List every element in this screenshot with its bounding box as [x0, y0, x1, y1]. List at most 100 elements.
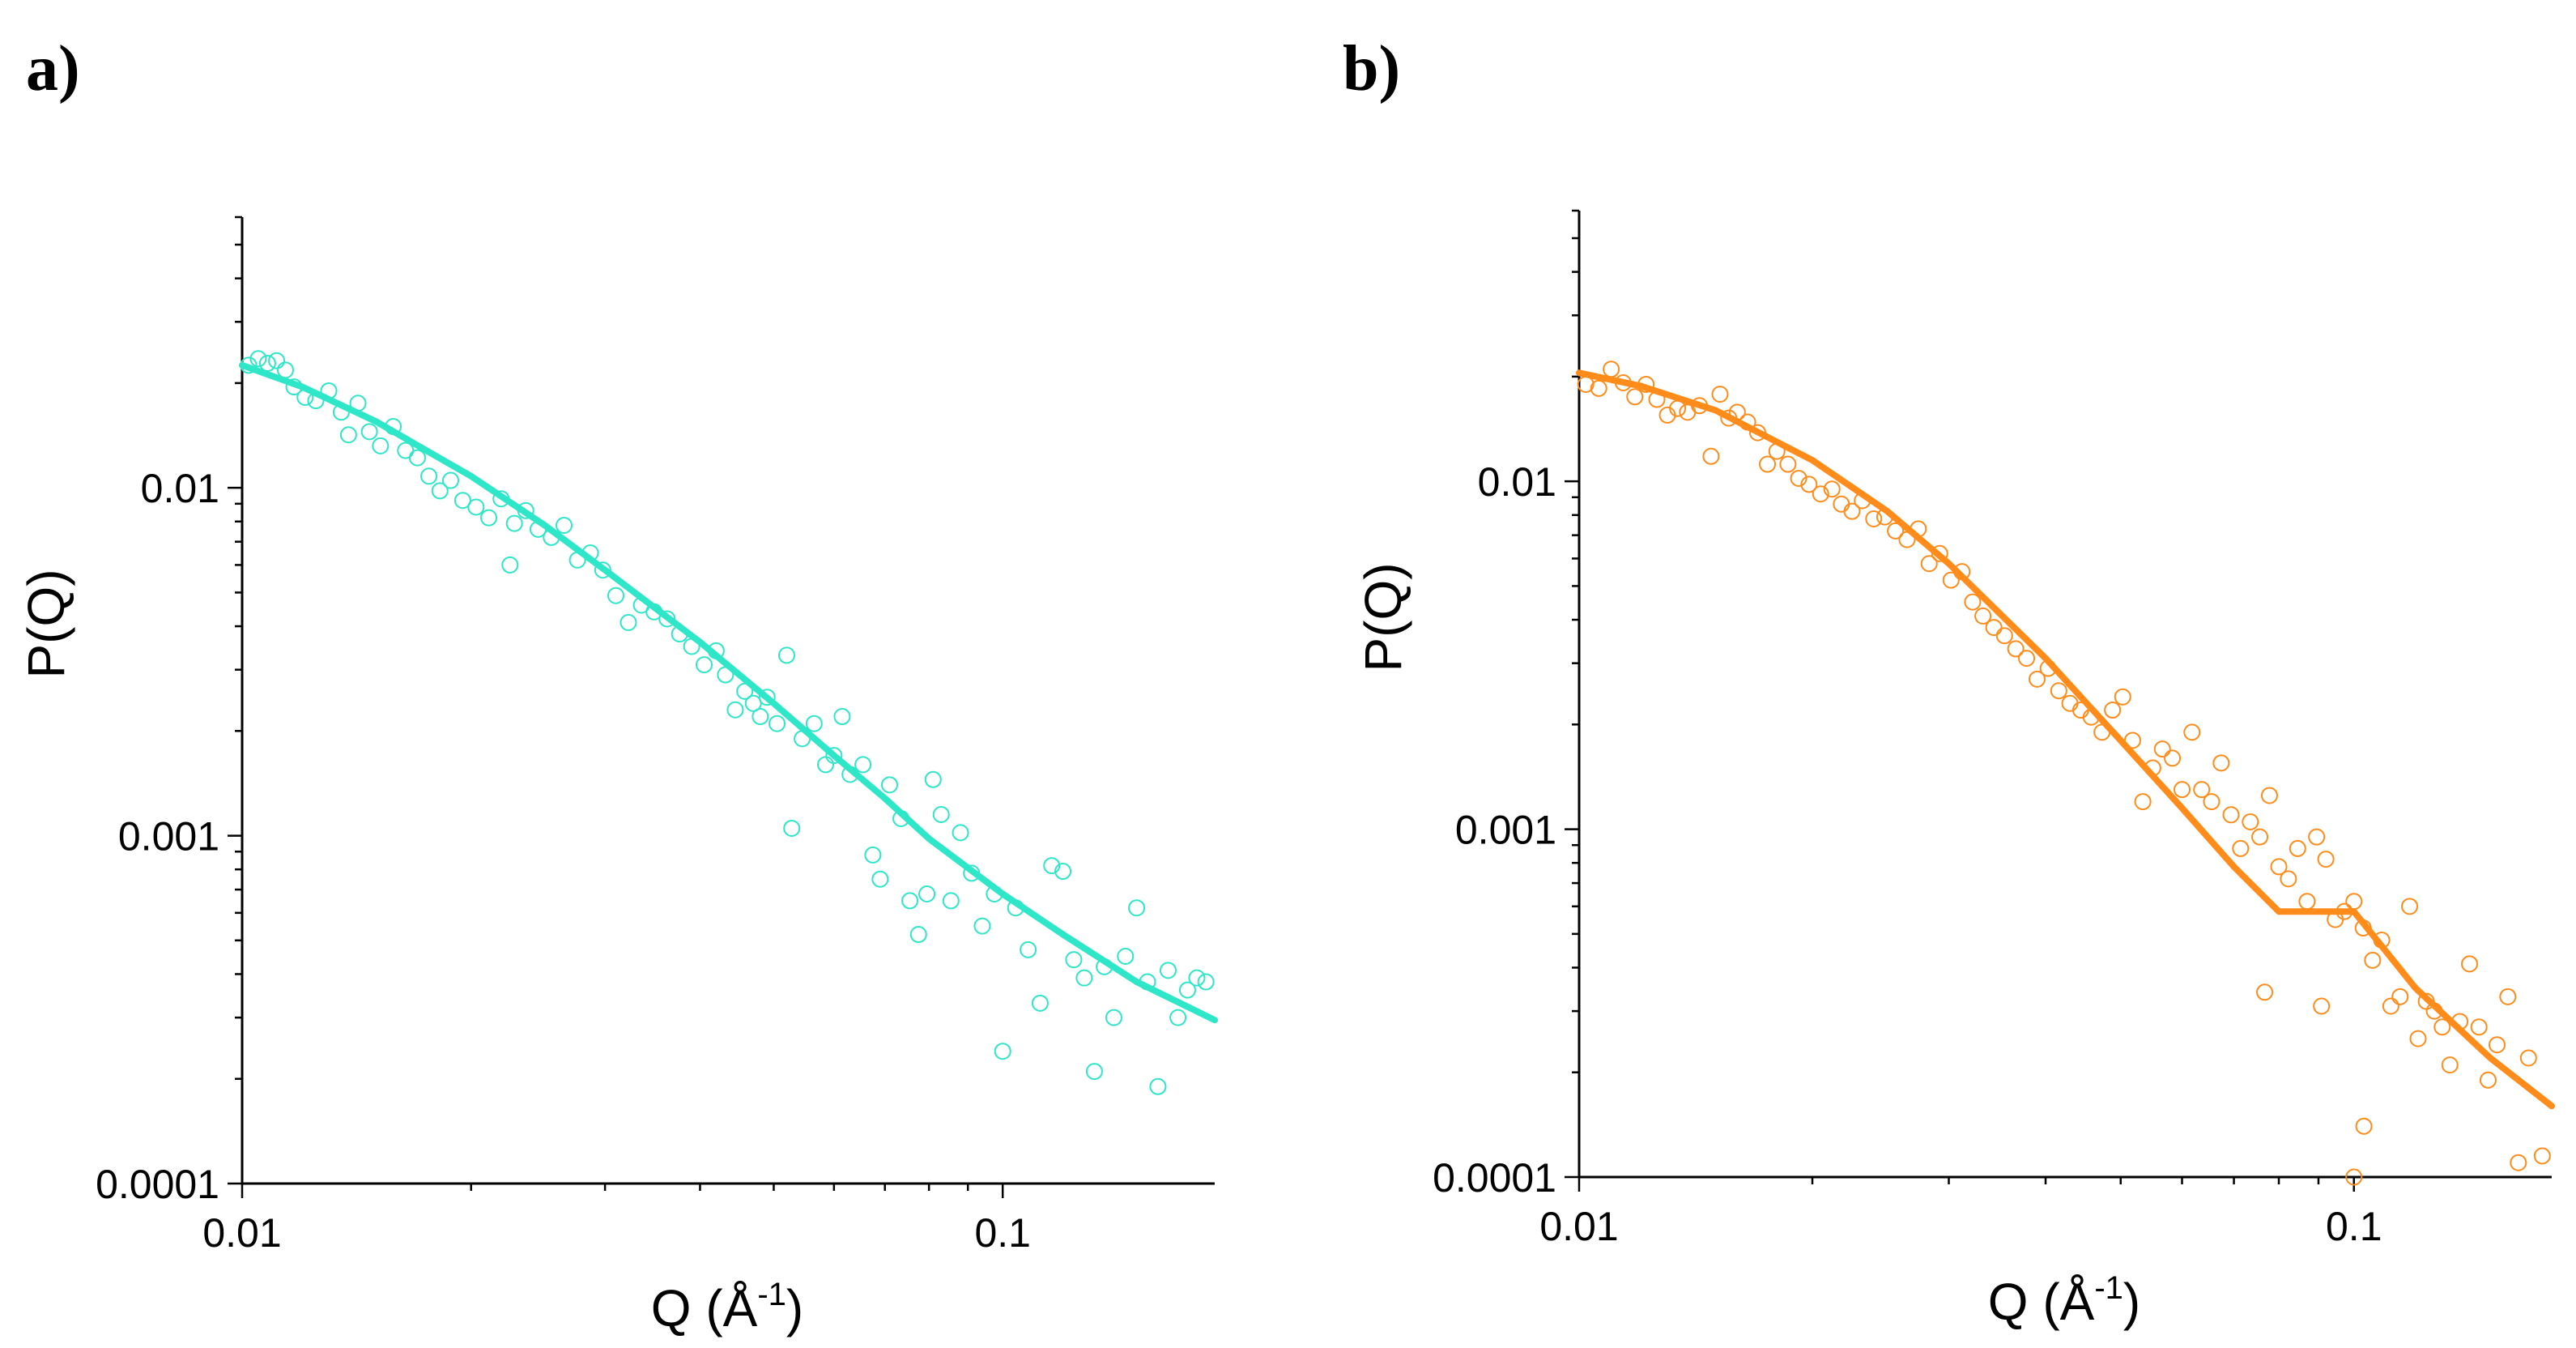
data-point [1169, 1009, 1187, 1026]
data-point [1117, 947, 1135, 965]
data-point [1812, 485, 1829, 503]
data-point [1964, 593, 1982, 611]
x-axis-title: Q (Å-1) [1988, 1270, 2140, 1331]
data-point [658, 610, 676, 628]
data-point [2061, 694, 2079, 712]
data-point [420, 467, 438, 485]
data-point [2409, 1030, 2427, 1047]
data-point [1105, 1009, 1122, 1026]
data-point [2050, 682, 2067, 700]
data-point [2114, 688, 2131, 706]
data-point [752, 708, 769, 726]
panel-label-b: b) [1343, 33, 1401, 105]
data-point [805, 715, 823, 732]
data-point [431, 482, 449, 500]
y-tick-label: 0.0001 [1433, 1155, 1556, 1201]
data-point [2510, 1154, 2527, 1171]
data-point [1679, 403, 1697, 421]
data-point [268, 352, 286, 369]
data-point [1865, 510, 1883, 527]
data-point [2183, 723, 2201, 741]
panel-label-a: a) [26, 33, 80, 105]
x-tick-label: 0.1 [2326, 1204, 2382, 1249]
data-point [2355, 1117, 2373, 1135]
data-point [556, 516, 573, 534]
data-point [2391, 988, 2409, 1005]
data-point [2479, 1071, 2497, 1089]
data-point [2193, 781, 2211, 799]
data-point [1043, 857, 1061, 875]
data-point [607, 587, 624, 604]
data-point [2018, 650, 2036, 668]
y-axis-title: P(Q) [1354, 562, 1412, 672]
fit-line [239, 361, 1218, 1024]
data-point [864, 846, 882, 864]
data-point [2222, 806, 2240, 824]
data-point [2317, 851, 2335, 868]
data-point [1626, 388, 1644, 406]
data-point [441, 471, 459, 489]
data-point [1020, 941, 1037, 958]
data-point [505, 514, 523, 532]
data-point [2153, 740, 2171, 758]
data-point [1985, 619, 2003, 637]
y-tick-label: 0.01 [1478, 459, 1556, 505]
data-point [249, 350, 267, 368]
data-point [2256, 983, 2274, 1001]
data-point [1759, 455, 1777, 473]
data-point [2242, 813, 2259, 830]
data-point [932, 806, 950, 824]
data-point [1942, 571, 1960, 589]
data-point [909, 926, 927, 944]
data-point [2488, 1036, 2506, 1054]
data-point [2029, 670, 2046, 688]
data-point [2401, 898, 2419, 915]
data-point [854, 756, 872, 774]
data-point [2382, 997, 2399, 1015]
data-point [1197, 973, 1215, 991]
y-axis-title: P(Q) [17, 569, 75, 678]
data-point [777, 646, 795, 664]
data-point [1590, 379, 1607, 397]
data-point [1779, 455, 1797, 473]
data-point [620, 613, 637, 631]
data-point [2313, 997, 2331, 1015]
data-point [360, 423, 378, 441]
data-point [1711, 386, 1729, 403]
data-point [769, 715, 786, 732]
data-point [2298, 893, 2316, 911]
data-point [1188, 969, 1206, 987]
data-point [2345, 893, 2363, 911]
data-point [952, 824, 969, 842]
data-point [2007, 640, 2025, 658]
data-point [2203, 793, 2220, 811]
data-point [880, 776, 898, 794]
data-point [339, 426, 357, 444]
y-tick-label: 0.001 [118, 814, 219, 860]
data-point [2260, 787, 2278, 804]
data-point [2461, 955, 2479, 973]
data-point [2270, 858, 2288, 876]
data-point [1931, 544, 1948, 562]
data-point [2364, 951, 2382, 969]
data-point [901, 892, 919, 910]
data-point [2345, 1168, 2363, 1186]
data-point [2164, 749, 2182, 767]
fit-line [1576, 369, 2555, 1110]
data-point [1149, 1077, 1167, 1095]
data-point [1128, 899, 1146, 917]
data-point [1887, 522, 1905, 540]
data-point [1054, 863, 1072, 881]
data-point [594, 561, 611, 579]
data-point [467, 498, 485, 516]
data-point [2104, 702, 2122, 719]
data-point [2134, 793, 2152, 811]
data-point [480, 509, 498, 527]
data-point [1995, 627, 2013, 645]
data-point [1603, 360, 1620, 378]
data-point [1843, 502, 1861, 520]
data-point [2533, 1147, 2551, 1165]
data-point [2308, 828, 2326, 846]
